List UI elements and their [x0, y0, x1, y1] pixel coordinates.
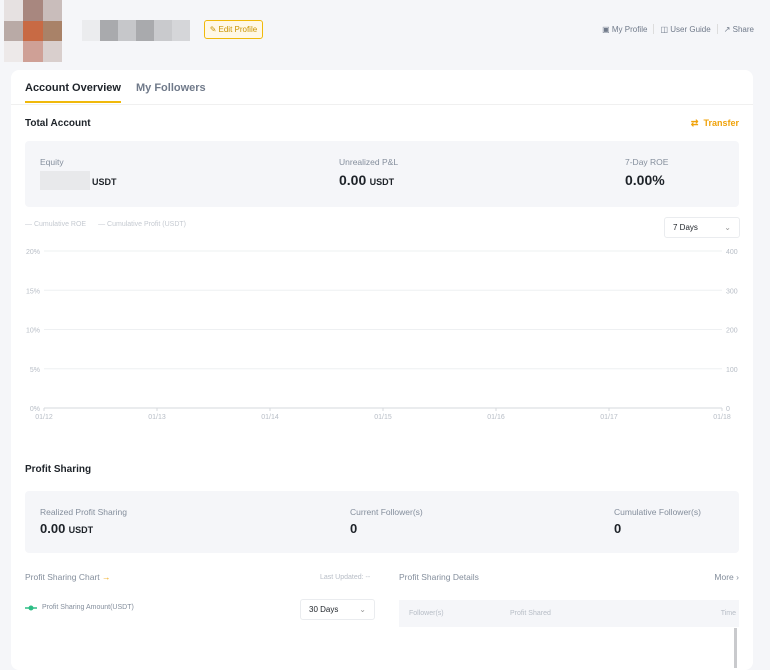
y-right-tick: 400: [726, 249, 738, 256]
legend-cumulative-profit[interactable]: — Cumulative Profit (USDT): [98, 221, 187, 228]
divider: [653, 24, 655, 34]
y-right-tick: 0: [726, 406, 730, 413]
profit-sharing-legend[interactable]: Profit Sharing Amount(USDT): [25, 604, 134, 611]
roe-label: 7-Day ROE: [625, 157, 669, 167]
cumulative-followers-value: 0: [614, 521, 622, 536]
chevron-down-icon: ⌄: [724, 223, 731, 232]
x-tick-label: 01/13: [148, 414, 166, 421]
realized-label: Realized Profit Sharing: [40, 507, 127, 517]
y-left-tick: 5%: [30, 367, 40, 374]
tab-my-followers[interactable]: My Followers: [135, 82, 206, 94]
equity-unit: USDT: [92, 177, 117, 187]
chevron-down-icon: ⌄: [359, 605, 366, 614]
pnl-value: 0.00: [339, 172, 367, 188]
main-card: Account Overview My Followers Total Acco…: [11, 70, 753, 670]
y-left-tick: 10%: [26, 328, 40, 335]
column-time: Time: [720, 610, 736, 617]
current-followers-label: Current Follower(s): [350, 507, 423, 517]
total-account-title: Total Account: [25, 118, 91, 129]
tab-account-overview[interactable]: Account Overview: [25, 82, 121, 103]
tab-divider: [11, 104, 753, 105]
scrollbar[interactable]: [734, 628, 737, 668]
avatar: [4, 0, 62, 62]
realized-unit: USDT: [68, 525, 94, 535]
x-tick-label: 01/15: [374, 414, 392, 421]
current-followers-value: 0: [350, 521, 358, 536]
chevron-right-icon: ›: [736, 572, 739, 582]
pnl-label: Unrealized P&L: [339, 157, 399, 167]
roe-value: 0.00%: [625, 172, 665, 188]
x-tick-label: 01/17: [600, 414, 618, 421]
share-link[interactable]: ↗ Share: [723, 24, 754, 34]
details-title: Profit Sharing Details: [399, 572, 479, 582]
y-left-tick: 15%: [26, 288, 40, 295]
profit-sharing-panel: Realized Profit Sharing 0.00 USDT Curren…: [25, 491, 739, 553]
edit-icon: ✎: [209, 25, 217, 34]
cumulative-followers-label: Cumulative Follower(s): [614, 507, 701, 517]
details-table-header: Follower(s) Profit Shared Time: [399, 600, 739, 627]
profile-icon: ▣: [602, 24, 610, 34]
transfer-icon: ⇄: [690, 118, 699, 128]
x-tick-label: 01/18: [713, 414, 731, 421]
x-tick-label: 01/12: [35, 414, 53, 421]
legend-cumulative-roe[interactable]: — Cumulative ROE: [25, 221, 87, 228]
more-link[interactable]: More ›: [714, 572, 739, 582]
my-profile-link[interactable]: ▣ My Profile: [602, 24, 648, 34]
pnl-unit: USDT: [369, 177, 395, 187]
x-tick-label: 01/14: [261, 414, 279, 421]
user-guide-link[interactable]: ◫ User Guide: [660, 24, 711, 34]
range-select[interactable]: 7 Days ⌄: [664, 217, 740, 238]
y-right-tick: 300: [726, 288, 738, 295]
profit-range-select[interactable]: 30 Days ⌄: [300, 599, 375, 620]
legend-marker-icon: [25, 605, 37, 610]
last-updated: Last Updated: --: [320, 574, 371, 581]
profit-sharing-title: Profit Sharing: [25, 464, 92, 475]
x-tick-label: 01/16: [487, 414, 505, 421]
y-right-tick: 200: [726, 328, 738, 335]
divider: [716, 24, 718, 34]
book-icon: ◫: [660, 24, 668, 34]
username-blurred: [82, 20, 190, 41]
arrow-right-icon: →: [102, 572, 111, 582]
roe-profit-chart: 0% 0 5% 100 10% 200 15% 300 20% 400 01/12 01/13 01/1…: [26, 249, 738, 421]
y-left-tick: 20%: [26, 249, 40, 256]
realized-value: 0.00: [40, 521, 66, 536]
transfer-button[interactable]: ⇄ Transfer: [690, 118, 739, 128]
profit-sharing-chart-link[interactable]: Profit Sharing Chart →: [25, 572, 111, 582]
equity-label: Equity: [40, 157, 64, 167]
account-summary-panel: Equity USDT Unrealized P&L 0.00 USDT 7-D…: [25, 141, 739, 207]
share-icon: ↗: [723, 24, 731, 34]
y-left-tick: 0%: [30, 406, 40, 413]
equity-value-blurred: [40, 171, 90, 190]
column-profit-shared: Profit Shared: [510, 610, 551, 617]
edit-profile-button[interactable]: ✎ Edit Profile: [204, 20, 263, 39]
y-right-tick: 100: [726, 367, 738, 374]
column-followers: Follower(s): [409, 610, 444, 617]
